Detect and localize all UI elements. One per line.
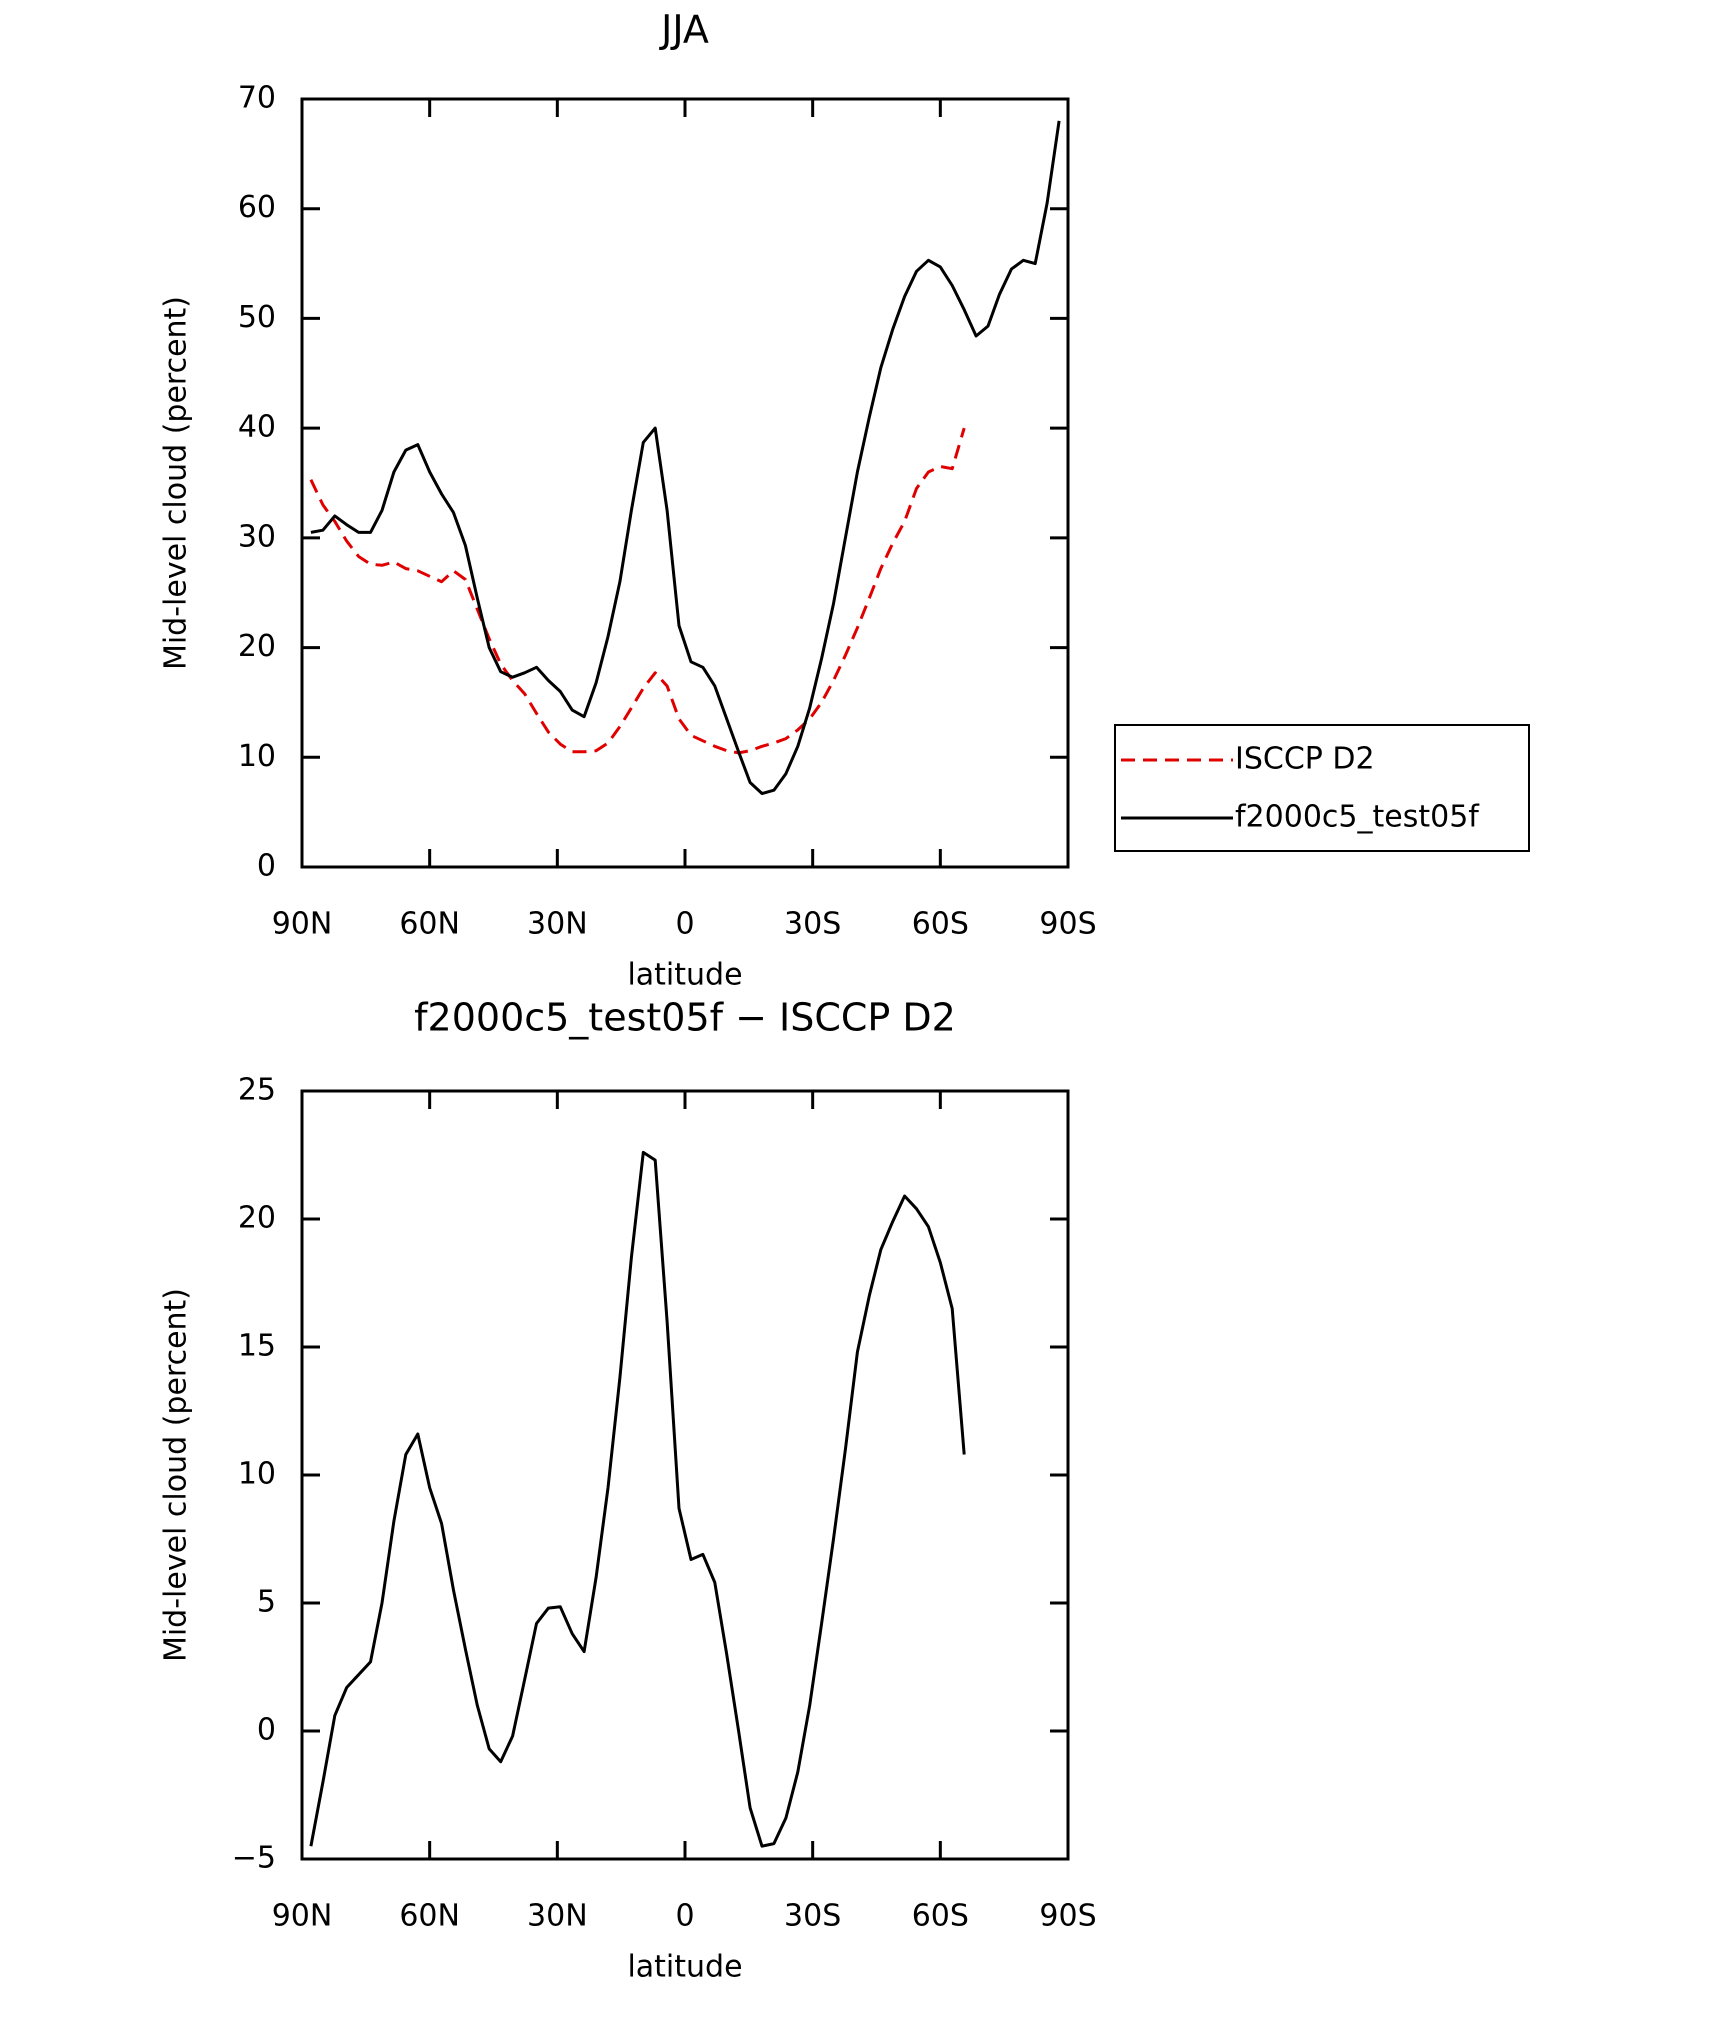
x-tick-label: 90N [272,907,333,942]
chart-title: f2000c5_test05f − ISCCP D2 [414,996,956,1040]
y-tick-label: 5 [257,1585,276,1620]
y-tick-label: 50 [238,300,276,335]
legend-box [1114,724,1530,852]
y-tick-label: 10 [238,739,276,774]
y-tick-label: 0 [257,849,276,884]
y-tick-label: 0 [257,1713,276,1748]
x-tick-label: 90S [1039,907,1096,942]
data-line [309,1150,966,1848]
x-tick-label: 60S [912,907,969,942]
x-tick-label: 30S [784,1899,841,1934]
chart-title: JJA [659,8,709,52]
y-tick-label: 25 [238,1073,276,1108]
x-tick-label: 30N [527,907,588,942]
x-tick-label: 60S [912,1899,969,1934]
x-tick-label: 60N [399,907,460,942]
y-tick-label: 30 [238,519,276,554]
data-line [309,427,966,755]
x-tick-label: 90N [272,1899,333,1934]
legend-label: ISCCP D2 [1235,742,1375,777]
plot-frame [300,1089,1070,1861]
x-tick-label: 0 [675,1899,694,1934]
x-tick-label: 90S [1039,1899,1096,1934]
y-axis-label: Mid-level cloud (percent) [159,1288,194,1662]
y-tick-label: 20 [238,1201,276,1236]
y-tick-label: 60 [238,190,276,225]
y-tick-label: 20 [238,629,276,664]
plot-frame [300,97,1070,869]
x-tick-label: 30N [527,1899,588,1934]
data-line [310,120,1061,795]
x-tick-label: 60N [399,1899,460,1934]
x-axis-label: latitude [627,958,742,993]
y-tick-label: 40 [238,410,276,445]
y-axis-label: Mid-level cloud (percent) [159,296,194,670]
y-tick-label: −5 [232,1841,276,1876]
legend-label: f2000c5_test05f [1235,800,1480,835]
x-tick-label: 0 [675,907,694,942]
y-tick-label: 15 [238,1329,276,1364]
x-axis-label: latitude [627,1950,742,1985]
y-tick-label: 70 [238,81,276,116]
y-tick-label: 10 [238,1457,276,1492]
x-tick-label: 30S [784,907,841,942]
